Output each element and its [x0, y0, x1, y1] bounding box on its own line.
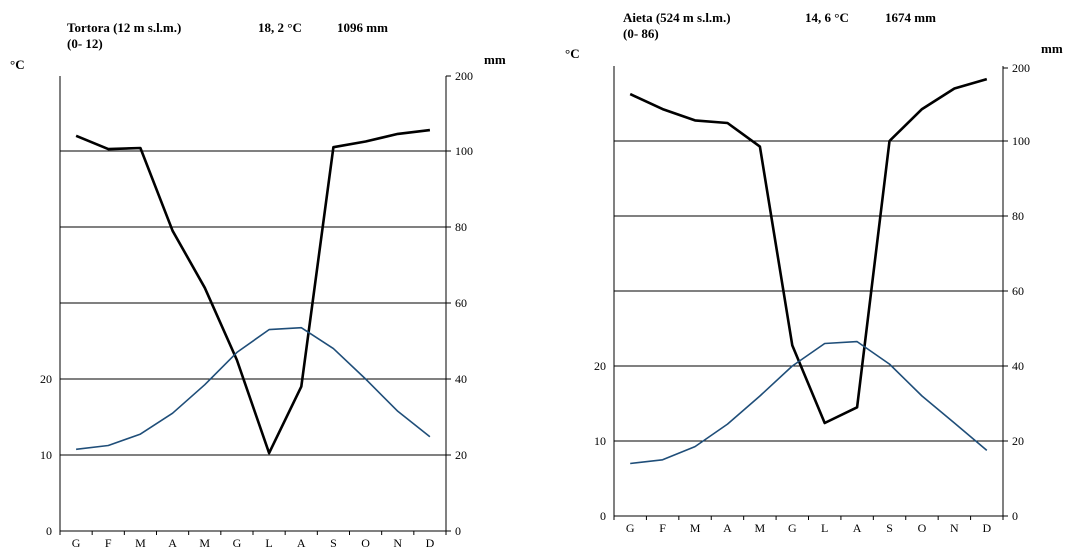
- right-tick-label: 20: [1012, 434, 1024, 448]
- chart-1-left-unit: °C: [10, 57, 25, 72]
- chart-2-precipitation: 1674 mm: [885, 10, 936, 25]
- chart-1-plot: 0 20 40 60 80 100 200 0 10 20 G F M A M G L A S O N D: [40, 69, 473, 549]
- x-tick-label: O: [918, 521, 927, 535]
- x-tick-label: M: [135, 536, 146, 549]
- left-tick-label: 20: [40, 372, 52, 386]
- chart-1-station: Tortora (12 m s.l.m.): [67, 20, 181, 35]
- chart-2-years: (0- 86): [623, 26, 659, 41]
- temperature-line: [630, 340, 988, 465]
- x-tick-label: D: [982, 521, 991, 535]
- x-tick-label: M: [199, 536, 210, 549]
- x-tick-label: A: [297, 536, 306, 549]
- chart-1-temperature: 18, 2 °C: [258, 20, 302, 35]
- left-tick-label: 0: [46, 524, 52, 538]
- chart-2-temperature: 14, 6 °C: [805, 10, 849, 25]
- x-tick-label: G: [788, 521, 797, 535]
- right-tick-label: 80: [455, 220, 467, 234]
- x-tick-label: F: [659, 521, 666, 535]
- x-tick-label: L: [265, 536, 272, 549]
- x-tick-label: N: [393, 536, 402, 549]
- x-tick-label: D: [426, 536, 435, 549]
- chart-2-station: Aieta (524 m s.l.m.): [623, 10, 731, 25]
- right-tick-label: 60: [455, 296, 467, 310]
- x-tick-label: M: [690, 521, 701, 535]
- right-tick-label: 60: [1012, 284, 1024, 298]
- left-tick-label: 20: [594, 359, 606, 373]
- right-tick-label: 100: [1012, 134, 1030, 148]
- x-tick-label: N: [950, 521, 959, 535]
- left-tick-label: 10: [594, 434, 606, 448]
- chart-1-header: Tortora (12 m s.l.m.) 18, 2 °C 1096 mm (…: [10, 20, 506, 72]
- x-tick-label: F: [105, 536, 112, 549]
- x-tick-label: A: [723, 521, 732, 535]
- right-tick-label: 80: [1012, 209, 1024, 223]
- right-tick-label: 100: [455, 144, 473, 158]
- chart-2-right-unit: mm: [1041, 41, 1063, 56]
- x-tick-label: S: [886, 521, 893, 535]
- right-tick-label: 200: [455, 69, 473, 83]
- x-tick-label: G: [626, 521, 635, 535]
- chart-1-precipitation: 1096 mm: [337, 20, 388, 35]
- right-tick-label: 40: [455, 372, 467, 386]
- right-tick-label: 40: [1012, 359, 1024, 373]
- chart-2-left-unit: °C: [565, 46, 580, 61]
- chart-1-years: (0- 12): [67, 36, 103, 51]
- x-tick-label: G: [72, 536, 81, 549]
- right-tick-label: 0: [1012, 509, 1018, 523]
- x-tick-label: A: [853, 521, 862, 535]
- right-tick-label: 20: [455, 448, 467, 462]
- left-tick-label: 0: [600, 509, 606, 523]
- right-tick-label: 200: [1012, 61, 1030, 75]
- chart-1-right-unit: mm: [484, 52, 506, 67]
- chart-2-plot: 0 20 40 60 80 100 200 0 10 20 G F M A M G L A S O N D: [594, 61, 1030, 535]
- x-tick-label: S: [330, 536, 337, 549]
- temperature-line: [76, 326, 431, 451]
- x-tick-label: L: [821, 521, 828, 535]
- chart-2-header: Aieta (524 m s.l.m.) 14, 6 °C 1674 mm (0…: [565, 10, 1063, 61]
- precipitation-line: [629, 77, 988, 425]
- x-tick-label: A: [168, 536, 177, 549]
- x-tick-label: G: [233, 536, 242, 549]
- left-tick-label: 10: [40, 448, 52, 462]
- x-tick-label: O: [361, 536, 370, 549]
- precipitation-line: [75, 128, 431, 455]
- right-tick-label: 0: [455, 524, 461, 538]
- x-tick-label: M: [755, 521, 766, 535]
